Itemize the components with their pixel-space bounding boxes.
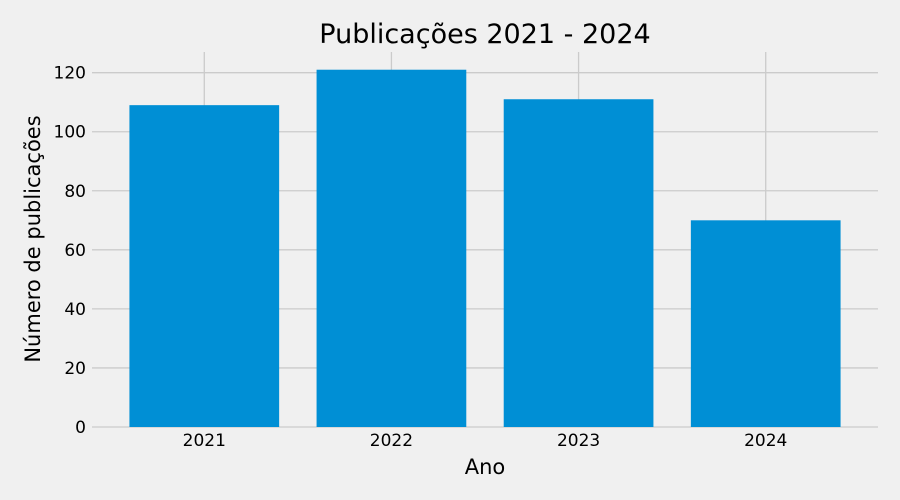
y-tick-label: 20	[64, 359, 86, 379]
x-axis-label: Ano	[465, 455, 506, 479]
y-tick-label: 40	[64, 300, 86, 320]
y-tick-label: 120	[54, 64, 86, 84]
bar-2023	[503, 99, 654, 428]
chart-title: Publicações 2021 - 2024	[319, 19, 650, 50]
y-tick-label: 60	[64, 241, 86, 261]
x-tick-label: 2022	[370, 431, 413, 451]
x-tick-label: 2023	[557, 431, 600, 451]
y-tick-labels: 0 20 40 60 80 100 120	[54, 64, 86, 438]
bar-2021	[129, 105, 280, 428]
y-tick-label: 0	[75, 418, 86, 438]
bar-2024	[690, 220, 841, 427]
x-tick-labels: 2021 2022 2023 2024	[183, 431, 788, 451]
x-tick-label: 2021	[183, 431, 226, 451]
y-tick-label: 80	[64, 182, 86, 202]
bars	[129, 69, 841, 428]
y-tick-label: 100	[54, 123, 86, 143]
y-axis-label: Número de publicações	[21, 115, 45, 362]
bar-2022	[316, 69, 467, 427]
x-tick-label: 2024	[744, 431, 787, 451]
